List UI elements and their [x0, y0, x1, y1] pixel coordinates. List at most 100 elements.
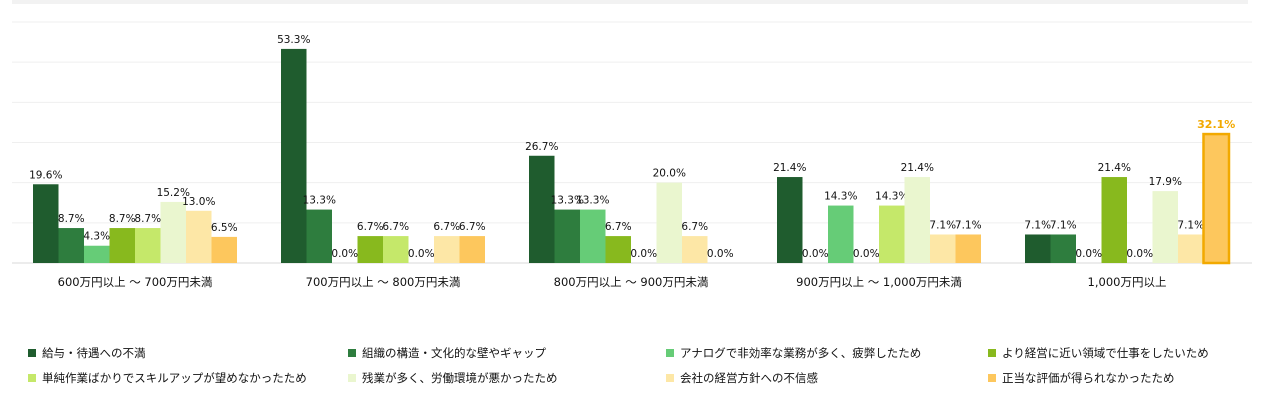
bar-0-1: [281, 48, 307, 263]
bar-3-1: [357, 236, 383, 263]
value-label-1-3: 0.0%: [802, 248, 829, 260]
bar-7-3: [955, 234, 981, 263]
value-label-4-0: 8.7%: [134, 213, 161, 225]
bar-2-0: [84, 245, 110, 263]
value-label-4-1: 6.7%: [382, 221, 409, 233]
legend-item-2: アナログで非効率な業務が多く、疲弊したため: [666, 345, 921, 361]
value-label-0-0: 19.6%: [29, 169, 62, 181]
legend-item-0: 給与・待遇への不満: [28, 345, 146, 361]
value-label-0-3: 21.4%: [773, 162, 806, 174]
value-label-7-2: 0.0%: [707, 248, 734, 260]
legend-swatch: [666, 374, 674, 382]
value-label-5-0: 15.2%: [157, 187, 190, 199]
legend-item-1: 組織の構造・文化的な壁やギャップ: [348, 345, 546, 361]
value-label-5-1: 0.0%: [408, 248, 435, 260]
value-label-2-3: 14.3%: [824, 191, 857, 203]
value-label-6-2: 6.7%: [681, 221, 708, 233]
bar-3-2: [605, 236, 631, 263]
legend-label: 組織の構造・文化的な壁やギャップ: [362, 346, 546, 360]
value-label-4-4: 0.0%: [1126, 248, 1153, 260]
value-label-2-2: 13.3%: [576, 195, 609, 207]
legend-item-4: 単純作業ばかりでスキルアップが望めなかったため: [28, 370, 307, 386]
bar-7-0: [211, 236, 237, 263]
legend-swatch: [348, 349, 356, 357]
value-label-7-3: 7.1%: [955, 219, 982, 231]
value-label-4-3: 14.3%: [875, 191, 908, 203]
value-label-2-0: 4.3%: [83, 231, 110, 243]
legend-item-5: 残業が多く、労働環境が悪かったため: [348, 370, 558, 386]
legend-label: 正当な評価が得られなかったため: [1002, 371, 1175, 385]
category-label-0: 600万円以上 ～ 700万円未満: [58, 275, 213, 289]
value-label-5-2: 20.0%: [653, 168, 686, 180]
category-label-2: 800万円以上 ～ 900万円未満: [554, 275, 709, 289]
bar-4-1: [383, 236, 409, 263]
legend-item-6: 会社の経営方針への不信感: [666, 370, 818, 386]
value-label-1-4: 7.1%: [1050, 219, 1077, 231]
value-label-6-4: 7.1%: [1177, 219, 1204, 231]
legend-label: アナログで非効率な業務が多く、疲弊したため: [680, 346, 922, 360]
bar-6-1: [434, 236, 460, 263]
bar-7-1: [459, 236, 485, 263]
legend-swatch: [988, 374, 996, 382]
bar-1-2: [554, 209, 580, 263]
bar-4-3: [879, 205, 905, 263]
bar-0-0: [33, 184, 59, 263]
bar-3-0: [109, 228, 135, 263]
value-label-6-0: 13.0%: [182, 196, 215, 208]
bar-0-4: [1025, 234, 1051, 263]
value-label-3-3: 0.0%: [853, 248, 880, 260]
bar-6-2: [682, 236, 708, 263]
bar-2-3: [828, 205, 854, 263]
value-label-4-2: 0.0%: [630, 248, 657, 260]
top-divider: [12, 0, 1248, 4]
bar-5-0: [160, 201, 186, 263]
value-label-7-4: 32.1%: [1197, 118, 1235, 131]
bar-1-0: [58, 228, 84, 263]
category-label-4: 1,000万円以上: [1088, 275, 1167, 289]
value-label-1-1: 13.3%: [303, 195, 336, 207]
value-label-3-0: 8.7%: [109, 213, 136, 225]
bar-5-2: [656, 182, 682, 263]
bar-0-2: [529, 155, 555, 263]
value-label-0-1: 53.3%: [277, 34, 310, 46]
value-label-2-1: 0.0%: [331, 248, 358, 260]
bar-1-1: [306, 209, 332, 263]
legend-label: より経営に近い領域で仕事をしたいため: [1002, 346, 1209, 360]
value-label-7-0: 6.5%: [211, 222, 238, 234]
legend-label: 給与・待遇への不満: [42, 346, 146, 360]
legend-label: 会社の経営方針への不信感: [680, 371, 818, 385]
bar-1-4: [1050, 234, 1076, 263]
bar-5-4: [1152, 191, 1178, 263]
legend-item-3: より経営に近い領域で仕事をしたいため: [988, 345, 1209, 361]
legend-swatch: [28, 349, 36, 357]
legend-label: 単純作業ばかりでスキルアップが望めなかったため: [42, 371, 307, 385]
bar-6-3: [930, 234, 956, 263]
category-label-3: 900万円以上 ～ 1,000万円未満: [796, 275, 962, 289]
value-label-0-2: 26.7%: [525, 141, 558, 153]
legend-swatch: [28, 374, 36, 382]
bar-5-3: [904, 177, 930, 263]
bar-3-4: [1101, 177, 1127, 263]
value-label-1-0: 8.7%: [58, 213, 85, 225]
category-label-1: 700万円以上 ～ 800万円未満: [306, 275, 461, 289]
value-label-1-2: 13.3%: [551, 195, 584, 207]
value-label-6-3: 7.1%: [929, 219, 956, 231]
bar-6-4: [1178, 234, 1204, 263]
legend-swatch: [988, 349, 996, 357]
legend-swatch: [666, 349, 674, 357]
bar-4-0: [135, 228, 161, 263]
value-label-0-4: 7.1%: [1024, 219, 1051, 231]
value-label-3-2: 6.7%: [605, 221, 632, 233]
value-label-5-3: 21.4%: [901, 162, 934, 174]
value-label-6-1: 6.7%: [433, 221, 460, 233]
bar-6-0: [186, 210, 212, 263]
chart-legend: 給与・待遇への不満 組織の構造・文化的な壁やギャップ アナログで非効率な業務が多く、…: [0, 340, 1264, 400]
bar-0-3: [777, 177, 803, 263]
bar-7-4: [1202, 132, 1231, 265]
legend-swatch: [348, 374, 356, 382]
value-label-3-4: 21.4%: [1098, 162, 1131, 174]
bar-2-2: [580, 209, 606, 263]
value-label-3-1: 6.7%: [357, 221, 384, 233]
value-label-7-1: 6.7%: [459, 221, 486, 233]
